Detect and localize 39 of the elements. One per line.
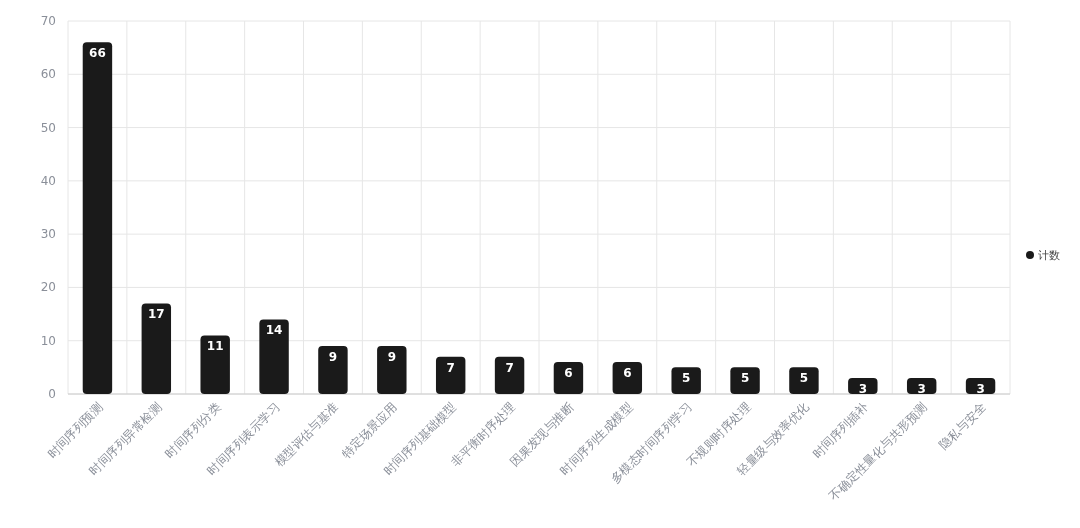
data-label: 7 xyxy=(446,360,455,375)
y-tick-label: 70 xyxy=(40,14,56,28)
data-label: 9 xyxy=(328,350,338,365)
y-tick-label: 10 xyxy=(40,333,56,348)
data-label: 9 xyxy=(387,350,396,365)
bar xyxy=(200,335,230,394)
bar xyxy=(141,303,172,394)
bar xyxy=(789,367,819,394)
data-label: 7 xyxy=(505,360,514,375)
data-label: 11 xyxy=(206,339,224,354)
data-label: 14 xyxy=(265,323,283,338)
x-tick-label: 隐私与安全 xyxy=(936,400,989,453)
bar xyxy=(730,367,760,394)
bar xyxy=(318,346,348,394)
data-label: 5 xyxy=(682,371,691,386)
data-label: 3 xyxy=(858,382,867,397)
bar xyxy=(671,367,701,394)
bar xyxy=(612,362,643,394)
data-label: 6 xyxy=(564,366,573,381)
bar xyxy=(435,356,466,394)
data-label: 6 xyxy=(623,366,632,381)
bar xyxy=(494,356,525,394)
y-tick-label: 40 xyxy=(40,173,56,188)
bar xyxy=(377,346,407,394)
legend-label: 计数 xyxy=(1038,249,1060,262)
y-tick-label: 0 xyxy=(48,387,56,401)
bar xyxy=(82,42,113,394)
bar xyxy=(259,319,289,394)
y-tick-label: 50 xyxy=(40,120,56,135)
data-label: 5 xyxy=(799,371,809,386)
y-tick-label: 30 xyxy=(40,227,56,242)
data-label: 66 xyxy=(89,46,106,61)
y-tick-label: 60 xyxy=(40,67,56,82)
bar xyxy=(553,362,584,394)
data-label: 5 xyxy=(740,371,750,386)
data-label: 3 xyxy=(917,382,926,397)
y-tick-label: 20 xyxy=(40,280,56,295)
data-label: 3 xyxy=(976,382,985,397)
data-label: 17 xyxy=(147,307,165,322)
